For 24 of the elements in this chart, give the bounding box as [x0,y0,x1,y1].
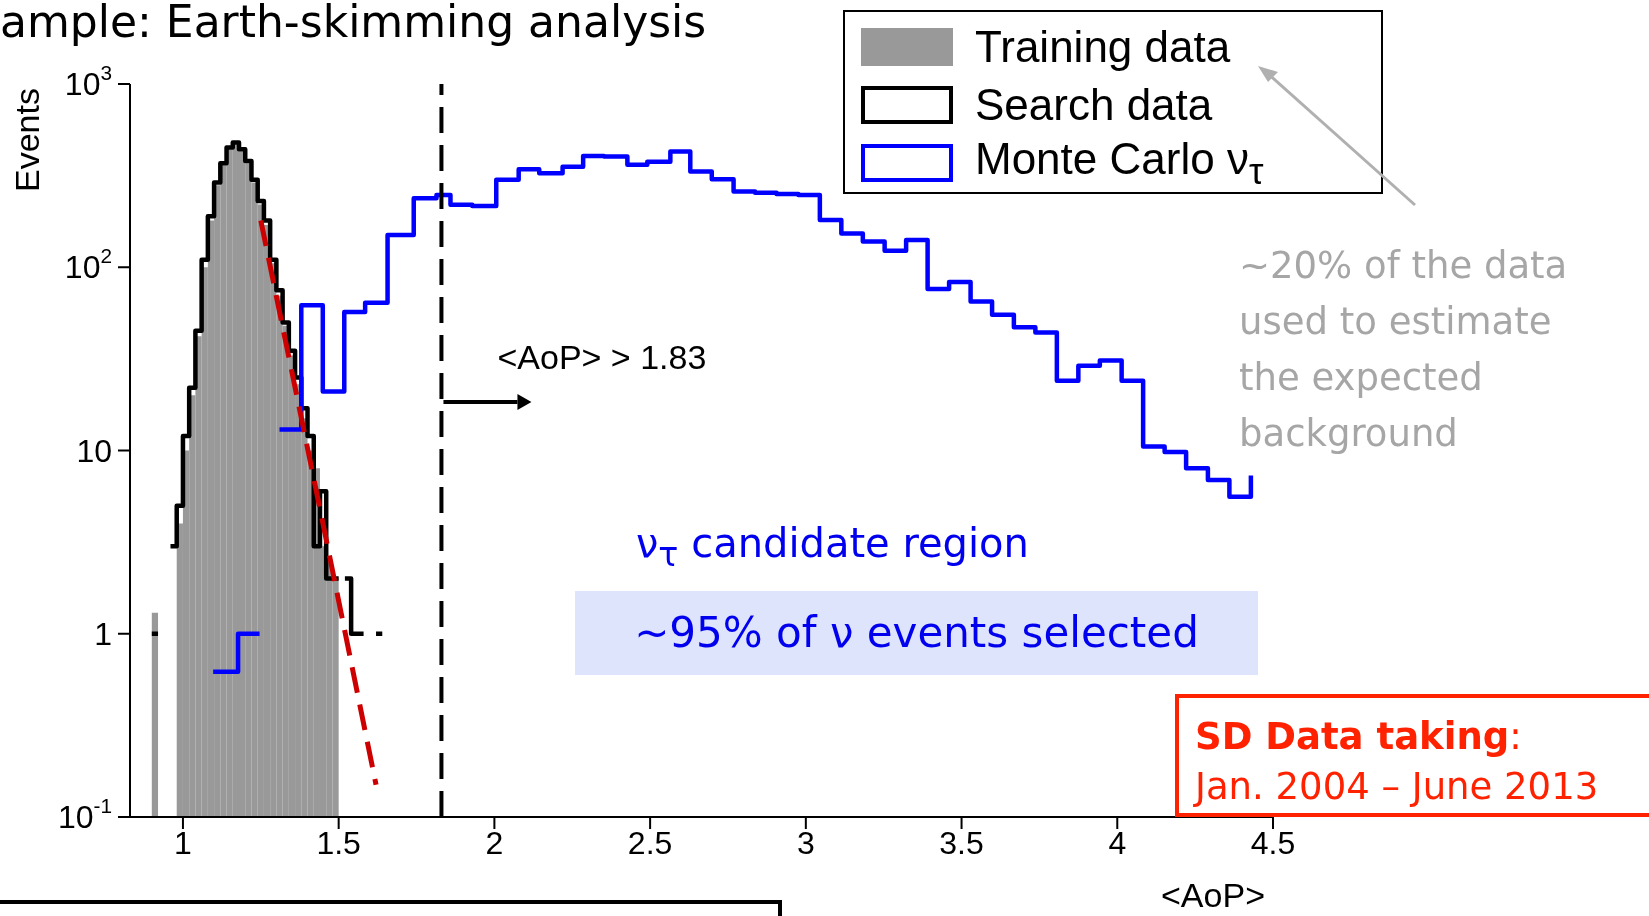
y-tick-label: 10$^{3}$ [64,61,112,102]
x-tick-label: 3 [796,824,815,861]
ref-line-label: <AoP> > 1.83 [497,338,707,376]
x-tick-label: 3.5 [939,824,984,861]
annotation: ~20% of the data used to estimate the expected background [1239,244,1568,455]
annotation: ν$_{τ}$ candidate region [636,520,1029,574]
x-tick-label: 1.5 [316,824,361,861]
annotation: ~95% of ν events selected [634,608,1199,657]
y-tick-label: 10 [76,432,112,469]
x-tick-label: 1 [174,824,192,861]
x-tick-label: 4 [1108,824,1127,861]
annotation: SD Data taking: Jan. 2004 – June 2013 [1195,714,1600,810]
x-tick-label: 4.5 [1250,824,1296,861]
x-axis-title: <AoP> [1161,875,1265,915]
legend-label: Training data [975,22,1231,72]
x-tick-label: 2 [485,824,504,861]
chart-title: ample: Earth-skimming analysis [0,0,707,47]
y-tick-label: 10$^{2}$ [64,244,112,286]
legend-label: Monte Carlo ν$_{τ}$ [975,133,1264,193]
y-axis-title: Events [7,88,47,192]
x-tick-label: 2.5 [627,824,673,861]
legend-label: Search data [975,80,1213,130]
y-tick-label: 1 [94,615,112,652]
y-tick-label: 10$^{-1}$ [57,794,112,835]
